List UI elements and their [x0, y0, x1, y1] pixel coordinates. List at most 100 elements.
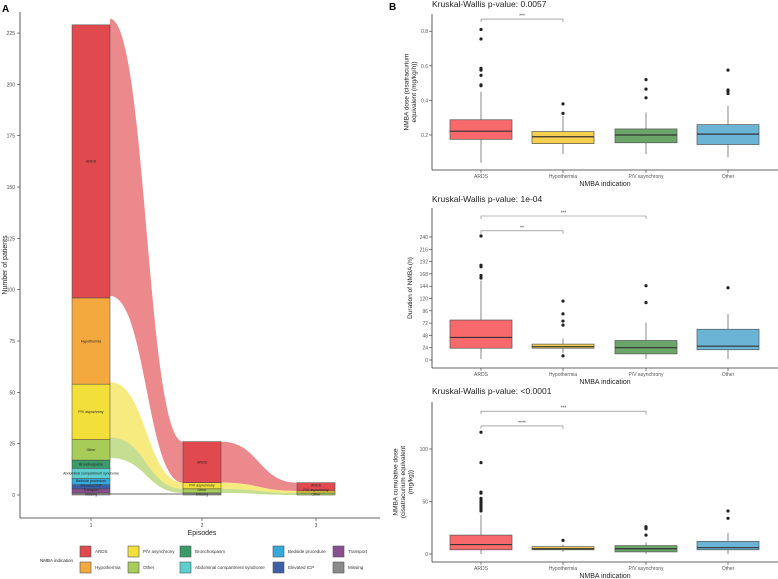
legend-swatch-abdominal-compartment-syndrome	[179, 561, 192, 574]
legend-label: Elevated ICP	[288, 565, 314, 570]
y-tick-label: 0.2	[421, 133, 428, 139]
outlier-point	[644, 87, 648, 91]
x-tick-label: ARDS	[474, 372, 489, 378]
y-tick-label: 192	[420, 260, 429, 266]
y-tick-label: 75	[9, 339, 15, 345]
box-p-v-asynchrony	[614, 128, 678, 144]
x-tick-label: 3	[315, 523, 318, 529]
y-tick-label: 240	[420, 235, 429, 241]
stratum-label-abdominal-compartment-syndrome: Abdominal compartment syndrome	[63, 472, 119, 476]
box-hypothermia	[531, 131, 595, 144]
y-axis-title: equivalent (mg/kg/h))	[411, 61, 418, 122]
outlier-point	[726, 286, 730, 290]
panel-label-a: A	[2, 4, 9, 15]
alluvial-chart: 0 25 50 75 100 125 150 175 200 225 1 2 3 Episodes Numb…	[2, 12, 380, 537]
plot-title: Kruskal-Wallis p-value: 0.0057	[432, 0, 547, 9]
outlier-point	[479, 263, 483, 267]
y-tick-label: 50	[9, 390, 15, 396]
outlier-point	[479, 490, 483, 494]
boxplot-duration: Kruskal-Wallis p-value: 1e-04 0 24 48 72 96 12…	[407, 194, 778, 386]
x-axis-title: NMBA indication	[579, 379, 630, 386]
y-tick-label: 100	[420, 447, 429, 453]
box-other	[696, 328, 760, 351]
outlier-point	[479, 461, 483, 465]
legend-swatch-transport	[332, 545, 345, 558]
flow-other	[221, 488, 297, 495]
box-ards	[449, 119, 513, 140]
y-tick-label: 0	[425, 552, 428, 558]
outlier-point	[561, 111, 565, 115]
significance-bracket	[480, 215, 647, 219]
outlier-point	[561, 538, 565, 542]
y-axis-title: (cisatracurium equivalent	[400, 446, 407, 518]
flow-ards	[110, 18, 183, 483]
legend-label: Hypothermia	[95, 565, 121, 570]
stratum-ards	[71, 24, 111, 299]
y-axis-title: Number of patients	[2, 235, 9, 295]
outlier-point	[644, 284, 648, 288]
stratum-label-bronchospasm: Bronchospasm	[79, 463, 103, 467]
outlier-point	[726, 516, 730, 520]
stratum-label-p-v-asynchrony: P/V asynchrony	[189, 483, 214, 487]
y-tick-label: 144	[420, 284, 429, 290]
y-tick-label: 150	[7, 185, 16, 191]
significance-label: ***	[519, 14, 525, 20]
x-tick-label: Hypothermia	[549, 566, 578, 572]
stratum-label-missing: Missing	[196, 492, 208, 496]
boxplot-cumulative-dose: Kruskal-Wallis p-value: <0.0001 0 50 100 NMB…	[393, 386, 778, 579]
outlier-point	[479, 37, 483, 41]
outlier-point	[726, 88, 730, 92]
stratum-label-ards: ARDS	[197, 460, 208, 464]
outlier-point	[726, 509, 730, 513]
stratum-label-hypothermia: Hypothermia	[81, 339, 101, 343]
legend-label: Transport	[348, 549, 368, 554]
y-tick-label: 175	[7, 134, 16, 140]
outlier-point	[479, 83, 483, 87]
legend-swatch-bedside-procedure	[272, 545, 285, 558]
significance-label: **	[520, 225, 524, 231]
y-tick-label: 168	[420, 272, 429, 278]
outlier-point	[479, 73, 483, 77]
x-tick-label: Hypothermia	[549, 372, 578, 378]
significance-bracket	[480, 230, 564, 234]
boxplot-dose: Kruskal-Wallis p-value: 0.0057 0.2 0.4 0.6 0…	[403, 0, 778, 188]
x-tick-label: Other	[722, 566, 735, 572]
significance-bracket	[480, 410, 647, 415]
box-other	[696, 541, 760, 551]
y-tick-label: 24	[422, 346, 428, 352]
legend-swatch-p-v-asynchrony	[127, 545, 140, 558]
box-ards	[449, 319, 513, 349]
legend-title: NMBA indication	[40, 558, 74, 563]
outlier-point	[479, 430, 483, 434]
x-tick-label: ARDS	[474, 174, 489, 180]
y-tick-label: 216	[420, 247, 429, 253]
y-tick-label: 100	[7, 288, 16, 294]
x-tick-label: Hypothermia	[549, 174, 578, 180]
x-tick-label: 2	[201, 523, 204, 529]
legend-label: ARDS	[95, 549, 108, 554]
outlier-point	[726, 68, 730, 72]
flow-missing	[110, 492, 183, 495]
outlier-point	[479, 273, 483, 278]
plot-title: Kruskal-Wallis p-value: 1e-04	[432, 194, 542, 204]
stratum-label-other: Other	[87, 448, 97, 452]
legend-swatch-elevated-icp	[272, 561, 285, 574]
x-tick-label: ARDS	[474, 566, 489, 572]
stratum-label-bedside-procedure: Bedside procedure	[76, 479, 106, 483]
outlier-point	[561, 102, 565, 106]
outlier-point	[644, 96, 648, 100]
outlier-point	[479, 276, 483, 280]
outlier-point	[644, 78, 648, 82]
outlier-point	[479, 234, 483, 238]
legend-label: Missing	[348, 565, 364, 570]
stratum-label-p-v-asynchrony: P/V asynchrony	[303, 488, 328, 492]
legend-label: P/V asynchrony	[143, 549, 175, 554]
y-tick-label: 0	[425, 358, 428, 364]
significance-bracket	[480, 425, 564, 429]
outlier-point	[561, 299, 565, 303]
significance-bracket	[480, 18, 564, 23]
y-tick-label: 200	[7, 82, 16, 88]
x-tick-label: Other	[722, 372, 735, 378]
legend-swatch-bronchospasm	[179, 545, 192, 558]
significance-label: ***	[561, 210, 567, 216]
